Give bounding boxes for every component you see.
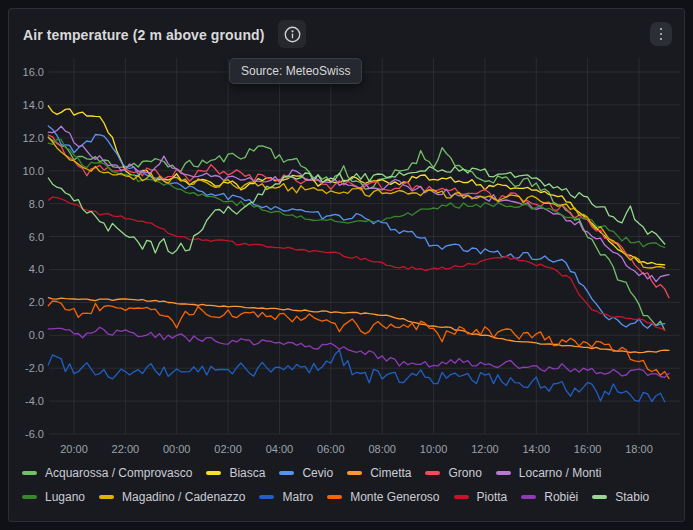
x-axis-label: 12:00 <box>471 443 499 455</box>
legend-swatch <box>206 471 221 475</box>
y-axis-label: 2.0 <box>29 296 44 308</box>
legend-item[interactable]: Cevio <box>279 466 333 480</box>
series-line-6 <box>48 139 664 247</box>
legend-item[interactable]: Grono <box>425 466 481 480</box>
legend-item[interactable]: Magadino / Cadenazzo <box>99 490 245 504</box>
legend-label: Lugano <box>45 490 85 504</box>
y-axis-label: 6.0 <box>29 231 44 243</box>
series-line-0 <box>48 138 664 331</box>
legend-label: Cimetta <box>370 466 411 480</box>
x-axis-label: 08:00 <box>368 443 396 455</box>
legend-item[interactable]: Acquarossa / Comprovasco <box>22 466 192 480</box>
legend-swatch <box>347 471 362 475</box>
legend-swatch <box>327 495 342 499</box>
panel: 20:00 22:00 00:00 02:00 04:00 06:00 08:00 10:00… <box>8 8 685 522</box>
legend-item[interactable]: Stabio <box>592 490 649 504</box>
series-line-4 <box>48 135 669 298</box>
y-axis-label: 0.0 <box>29 329 44 341</box>
x-axis-label: 06:00 <box>317 443 345 455</box>
y-axis-label: 8.0 <box>29 198 44 210</box>
legend-label: Grono <box>448 466 481 480</box>
series-line-7 <box>48 137 664 268</box>
y-axis-label: 16.0 <box>23 66 44 78</box>
legend-item[interactable]: Matro <box>259 490 313 504</box>
y-axis-label: -2.0 <box>25 362 44 374</box>
legend-swatch <box>425 471 440 475</box>
x-axis-label: 00:00 <box>163 443 191 455</box>
legend-label: Piotta <box>477 490 508 504</box>
legend-label: Cevio <box>302 466 333 480</box>
x-axis-label: 18:00 <box>625 443 653 455</box>
legend-swatch <box>592 495 607 499</box>
legend-label: Locarno / Monti <box>519 466 602 480</box>
series-line-10 <box>48 197 664 330</box>
legend-swatch <box>279 471 294 475</box>
legend: Acquarossa / Comprovasco Biasca Cevio Cimet… <box>22 461 678 509</box>
legend-item[interactable]: Cimetta <box>347 466 411 480</box>
legend-item[interactable]: Robièi <box>521 490 578 504</box>
legend-swatch <box>521 495 536 499</box>
legend-label: Stabio <box>615 490 649 504</box>
legend-swatch <box>259 495 274 499</box>
legend-label: Robièi <box>544 490 578 504</box>
x-axis-label: 16:00 <box>574 443 602 455</box>
y-axis-label: 10.0 <box>23 165 44 177</box>
x-axis-label: 20:00 <box>60 443 88 455</box>
x-axis-label: 14:00 <box>523 443 551 455</box>
x-axis-label: 10:00 <box>420 443 448 455</box>
legend-label: Monte Generoso <box>350 490 439 504</box>
legend-item[interactable]: Biasca <box>206 466 265 480</box>
legend-swatch <box>22 471 37 475</box>
legend-label: Matro <box>282 490 313 504</box>
legend-item[interactable]: Piotta <box>454 490 508 504</box>
legend-label: Biasca <box>229 466 265 480</box>
series-line-2 <box>48 126 664 328</box>
legend-swatch <box>22 495 37 499</box>
time-series-chart[interactable]: 20:00 22:00 00:00 02:00 04:00 06:00 08:00 10:00… <box>9 9 686 523</box>
x-axis-label: 04:00 <box>266 443 294 455</box>
legend-item[interactable]: Lugano <box>22 490 85 504</box>
y-axis-label: -4.0 <box>25 395 44 407</box>
y-axis-label: -6.0 <box>25 428 44 440</box>
y-axis-label: 12.0 <box>23 132 44 144</box>
legend-swatch <box>496 471 511 475</box>
series-line-8 <box>48 350 664 402</box>
legend-item[interactable]: Locarno / Monti <box>496 466 602 480</box>
legend-item[interactable]: Monte Generoso <box>327 490 439 504</box>
legend-label: Magadino / Cadenazzo <box>122 490 245 504</box>
legend-label: Acquarossa / Comprovasco <box>45 466 192 480</box>
legend-swatch <box>99 495 114 499</box>
series-line-1 <box>48 106 664 265</box>
x-axis-label: 22:00 <box>112 443 140 455</box>
series-line-3 <box>48 298 669 353</box>
legend-swatch <box>454 495 469 499</box>
y-axis-label: 4.0 <box>29 263 44 275</box>
y-axis-label: 14.0 <box>23 99 44 111</box>
x-axis-label: 02:00 <box>214 443 242 455</box>
panel-description-tooltip: Source: MeteoSwiss <box>229 58 362 84</box>
